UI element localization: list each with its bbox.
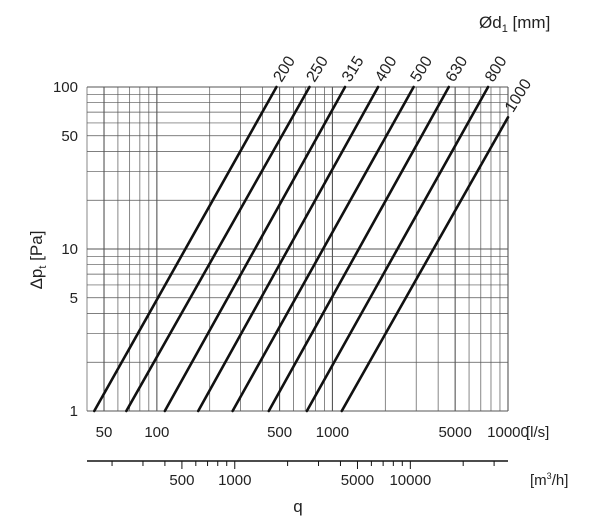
x2-tick-label: 10000 [389, 472, 431, 489]
series-line-800 [305, 85, 490, 413]
legend-title-text: Ød1 [mm] [479, 13, 550, 35]
x-tick-label: 50 [96, 424, 113, 441]
x-tick-label: 500 [267, 424, 292, 441]
series-line-400 [196, 85, 380, 413]
series-lines [92, 85, 510, 413]
y-tick-label: 50 [61, 128, 78, 145]
series-label-200: 200 [270, 53, 299, 85]
x-tick-labels: 50 100 500 1000 5000 10000 [96, 424, 529, 441]
x-secondary-ticks: 500 1000 5000 10000 [111, 461, 495, 489]
series-label-1000: 1000 [502, 76, 535, 115]
x2-tick-label: 5000 [341, 472, 374, 489]
y-tick-label: 5 [70, 290, 78, 307]
x-tick-label: 10000 [487, 424, 529, 441]
series-label-250: 250 [303, 53, 332, 85]
y-axis-title: Δpt [Pa] [27, 231, 49, 290]
legend-title: Ød1 [mm] [479, 13, 550, 35]
grid [86, 86, 509, 412]
x-tick-label: 5000 [438, 424, 471, 441]
x-tick-label: 1000 [316, 424, 349, 441]
series-label-630: 630 [443, 53, 472, 85]
series-line-315 [163, 85, 347, 413]
x-primary-unit: [l/s] [526, 424, 549, 441]
series-line-500 [231, 85, 415, 413]
series-line-630 [267, 85, 451, 413]
series-line-250 [125, 85, 311, 413]
x-axis-title: q [293, 497, 302, 516]
series-line-1000 [340, 116, 510, 413]
x2-tick-label: 1000 [218, 472, 251, 489]
series-label-500: 500 [408, 53, 437, 85]
x2-tick-label: 500 [169, 472, 194, 489]
y-tick-label: 1 [70, 403, 78, 420]
series-label-800: 800 [482, 53, 511, 85]
y-axis-label: Δpt [Pa] [27, 231, 49, 290]
series-label-400: 400 [372, 53, 401, 85]
y-tick-label: 100 [53, 79, 78, 96]
x-tick-label: 100 [144, 424, 169, 441]
series-label-315: 315 [339, 53, 368, 85]
y-tick-labels: 1 5 10 50 100 [53, 79, 78, 420]
series-line-200 [92, 85, 278, 413]
x-secondary-unit: [m3/h] [530, 471, 568, 489]
y-tick-label: 10 [61, 241, 78, 258]
